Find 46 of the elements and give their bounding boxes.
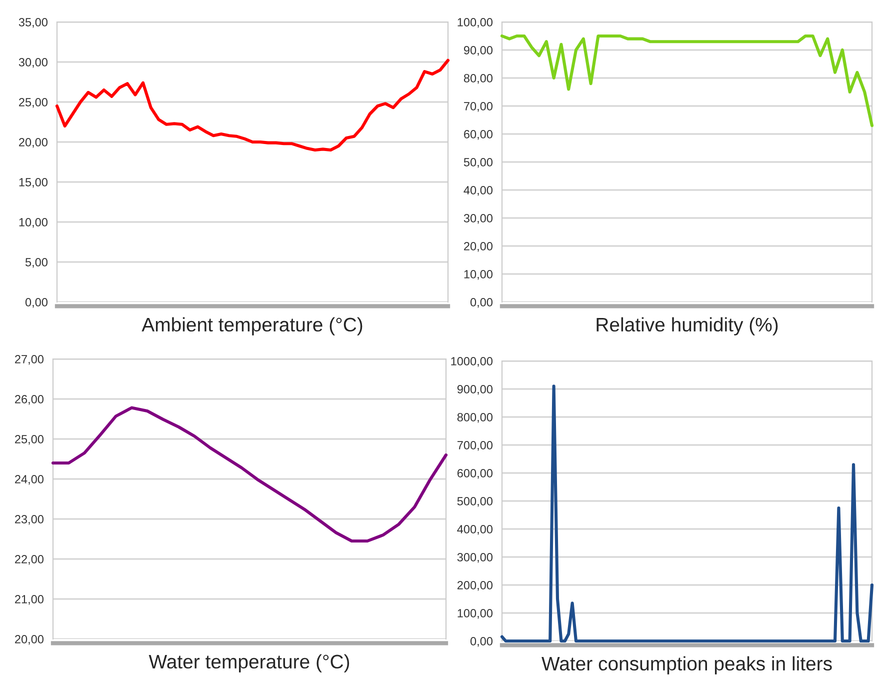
y-tick-label: 70,00 bbox=[464, 102, 493, 112]
y-tick-label: 800,00 bbox=[457, 413, 493, 423]
x-axis-title: Relative humidity (%) bbox=[596, 317, 778, 336]
y-tick-label: 30,00 bbox=[464, 214, 493, 224]
x-axis-title: Ambient temperature (°C) bbox=[142, 317, 362, 336]
y-tick-label: 100,00 bbox=[458, 609, 493, 619]
line-series bbox=[500, 34, 874, 128]
y-tick-label: 21,00 bbox=[15, 595, 44, 605]
y-tick-label: 400,00 bbox=[457, 525, 493, 535]
y-tick-label: 10,00 bbox=[464, 270, 493, 280]
y-tick-label: 300,00 bbox=[457, 553, 493, 563]
y-tick-label: 27,00 bbox=[15, 355, 44, 365]
y-tick-label: 15,00 bbox=[19, 178, 48, 188]
y-tick-label: 100,00 bbox=[458, 18, 493, 28]
y-tick-label: 5,00 bbox=[25, 258, 48, 268]
y-tick-label: 900,00 bbox=[457, 385, 493, 395]
line-series bbox=[55, 58, 450, 152]
y-tick-label: 0,00 bbox=[25, 298, 48, 308]
y-tick-label: 40,00 bbox=[464, 186, 493, 196]
y-tick-label: 700,00 bbox=[457, 441, 493, 451]
y-tick-label: 20,00 bbox=[15, 635, 44, 645]
line-series bbox=[51, 406, 448, 543]
y-tick-label: 26,00 bbox=[15, 395, 44, 405]
y-tick-label: 22,00 bbox=[15, 555, 44, 565]
y-tick-label: 0,00 bbox=[470, 298, 493, 308]
y-tick-label: 25,00 bbox=[19, 98, 48, 108]
y-tick-label: 80,00 bbox=[464, 74, 493, 84]
y-tick-label: 23,00 bbox=[15, 515, 44, 525]
x-axis-title: Water temperature (°C) bbox=[148, 654, 350, 672]
y-tick-label: 90,00 bbox=[464, 46, 493, 56]
x-axis-title: Water consumption peaks in liters bbox=[542, 656, 832, 674]
y-tick-label: 200,00 bbox=[457, 581, 493, 591]
y-tick-label: 20,00 bbox=[19, 138, 48, 148]
y-tick-label: 1000,00 bbox=[451, 357, 493, 367]
y-tick-label: 60,00 bbox=[464, 130, 493, 140]
y-tick-label: 25,00 bbox=[15, 435, 44, 445]
y-tick-label: 35,00 bbox=[18, 18, 48, 28]
y-tick-label: 10,00 bbox=[19, 218, 48, 228]
y-tick-label: 50,00 bbox=[464, 158, 493, 168]
y-tick-label: 500,00 bbox=[457, 497, 493, 507]
line-series bbox=[500, 384, 874, 643]
y-tick-label: 20,00 bbox=[464, 242, 493, 252]
y-tick-label: 0,00 bbox=[470, 637, 493, 647]
y-tick-label: 30,00 bbox=[18, 58, 48, 68]
y-tick-label: 24,00 bbox=[15, 475, 44, 485]
y-tick-label: 600,00 bbox=[457, 469, 493, 479]
